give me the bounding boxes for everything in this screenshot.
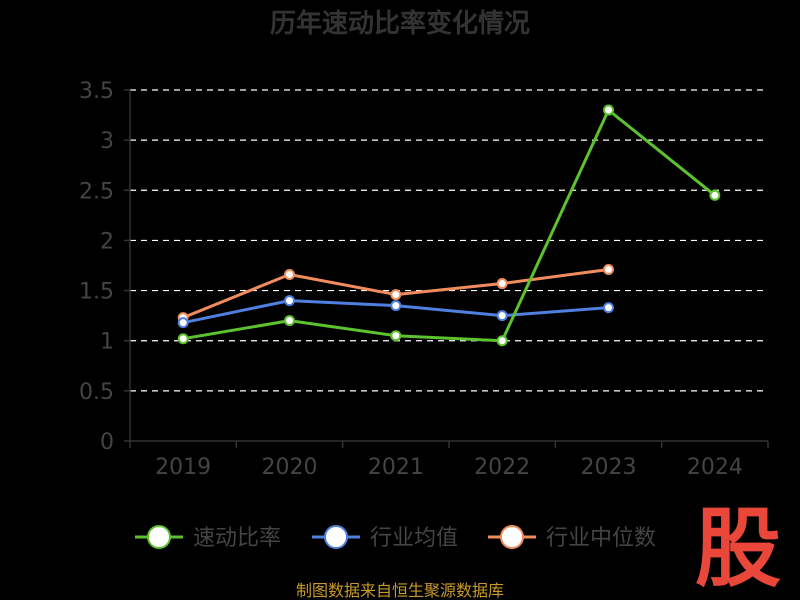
y-tick-label: 0	[100, 430, 114, 455]
data-point[interactable]	[603, 104, 614, 116]
y-tick-label: 3.5	[79, 79, 114, 104]
data-point[interactable]	[390, 330, 402, 342]
data-point[interactable]	[177, 317, 189, 329]
legend-label: 速动比率	[193, 526, 281, 551]
x-tick-label: 2021	[368, 455, 424, 480]
series-1	[177, 295, 614, 329]
y-tick-label: 2	[100, 229, 114, 254]
x-tick-label: 2019	[155, 455, 211, 480]
series-line	[182, 108, 716, 343]
y-tick-label: 0.5	[79, 380, 114, 405]
data-point[interactable]	[603, 302, 614, 314]
legend-label: 行业中位数	[546, 526, 656, 551]
source-note: 制图数据来自恒生聚源数据库	[296, 581, 504, 600]
grid-layer	[124, 89, 768, 442]
y-tick-label: 1.5	[79, 280, 114, 305]
legend-item[interactable]: 行业均值	[312, 525, 458, 551]
x-tick-labels: 2019 2020 2021 2022 2023 2024	[129, 441, 769, 480]
x-tick-label: 2024	[687, 455, 743, 480]
data-point[interactable]	[709, 189, 721, 201]
x-tick-label: 2020	[262, 455, 318, 480]
series-0	[177, 104, 721, 347]
data-point[interactable]	[177, 333, 189, 345]
y-tick-label: 2.5	[79, 179, 114, 204]
chart-title: 历年速动比率变化情况	[270, 8, 530, 39]
legend-marker	[147, 525, 171, 549]
data-point[interactable]	[496, 335, 508, 347]
legend-label: 行业均值	[370, 526, 458, 551]
legend-item[interactable]: 速动比率	[135, 525, 281, 551]
logo-glyph: 股	[695, 499, 781, 599]
x-tick-label: 2023	[581, 455, 637, 480]
data-point[interactable]	[603, 264, 614, 276]
data-point[interactable]	[284, 295, 295, 307]
x-tick-label: 2022	[474, 455, 530, 480]
data-point[interactable]	[284, 269, 295, 281]
y-tick-label: 1	[100, 330, 114, 355]
legend: 速动比率 行业均值 行业中位数	[135, 525, 656, 551]
data-point[interactable]	[496, 310, 508, 322]
legend-marker	[324, 525, 348, 549]
data-point[interactable]	[390, 300, 402, 312]
series-layer	[177, 104, 721, 347]
logo-stamp: 股	[695, 499, 781, 599]
y-tick-labels: 0 0.5 1 1.5 2 2.5 3 3.5	[79, 79, 114, 455]
axis-layer	[129, 90, 768, 442]
data-point[interactable]	[390, 289, 402, 301]
data-point[interactable]	[496, 278, 508, 290]
legend-item[interactable]: 行业中位数	[488, 525, 656, 551]
y-tick-label: 3	[100, 129, 114, 154]
legend-marker	[500, 525, 524, 549]
data-point[interactable]	[284, 315, 295, 327]
